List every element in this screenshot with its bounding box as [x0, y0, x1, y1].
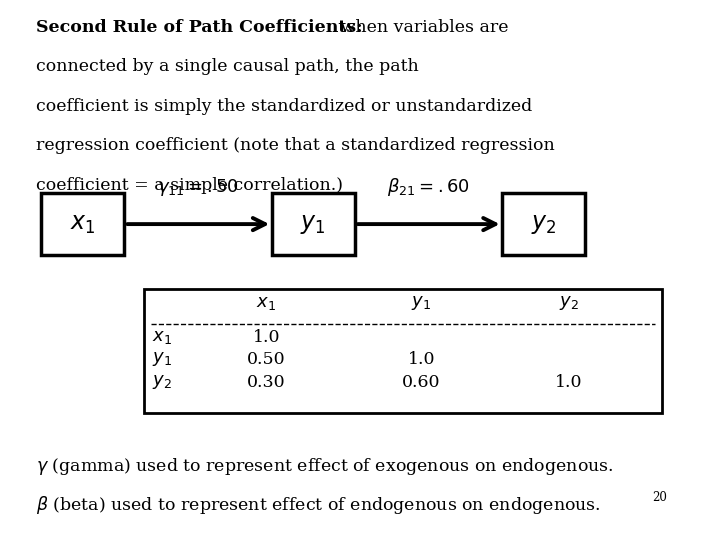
Text: $y_2$: $y_2$: [152, 373, 172, 392]
Text: when variables are: when variables are: [335, 19, 508, 36]
Text: regression coefficient (note that a standardized regression: regression coefficient (note that a stan…: [36, 137, 554, 154]
Text: 20: 20: [652, 491, 667, 504]
Text: connected by a single causal path, the path: connected by a single causal path, the p…: [36, 58, 419, 75]
Text: coefficient is simply the standardized or unstandardized: coefficient is simply the standardized o…: [36, 98, 532, 114]
Text: $y_1$: $y_1$: [300, 213, 326, 235]
Bar: [42, 193, 125, 255]
Text: $x_1$: $x_1$: [70, 213, 96, 235]
Text: $\beta_{21} = .60$: $\beta_{21} = .60$: [387, 176, 470, 198]
Text: Second Rule of Path Coefficients:: Second Rule of Path Coefficients:: [36, 19, 363, 36]
Text: $\beta$ (beta) used to represent effect of endogenous on endogenous.: $\beta$ (beta) used to represent effect …: [36, 494, 600, 516]
Text: $x_1$: $x_1$: [256, 294, 276, 312]
Text: $y_2$: $y_2$: [559, 294, 579, 312]
Text: $\gamma$ (gamma) used to represent effect of exogenous on endogenous.: $\gamma$ (gamma) used to represent effec…: [36, 456, 613, 477]
Text: 0.50: 0.50: [247, 350, 286, 368]
Text: coefficient = a simple correlation.): coefficient = a simple correlation.): [36, 177, 343, 193]
Text: 1.0: 1.0: [253, 329, 280, 346]
Text: 1.0: 1.0: [555, 374, 582, 391]
Text: $\gamma_{11} = .50$: $\gamma_{11} = .50$: [158, 177, 239, 198]
Text: $y_1$: $y_1$: [152, 350, 172, 368]
Text: 0.30: 0.30: [247, 374, 286, 391]
Bar: [272, 193, 355, 255]
Text: 0.60: 0.60: [402, 374, 441, 391]
Text: $x_1$: $x_1$: [152, 328, 172, 347]
Text: $y_1$: $y_1$: [411, 294, 431, 312]
Bar: [503, 193, 585, 255]
Text: $y_2$: $y_2$: [531, 213, 557, 235]
Text: 1.0: 1.0: [408, 350, 435, 368]
Bar: [144, 289, 662, 413]
